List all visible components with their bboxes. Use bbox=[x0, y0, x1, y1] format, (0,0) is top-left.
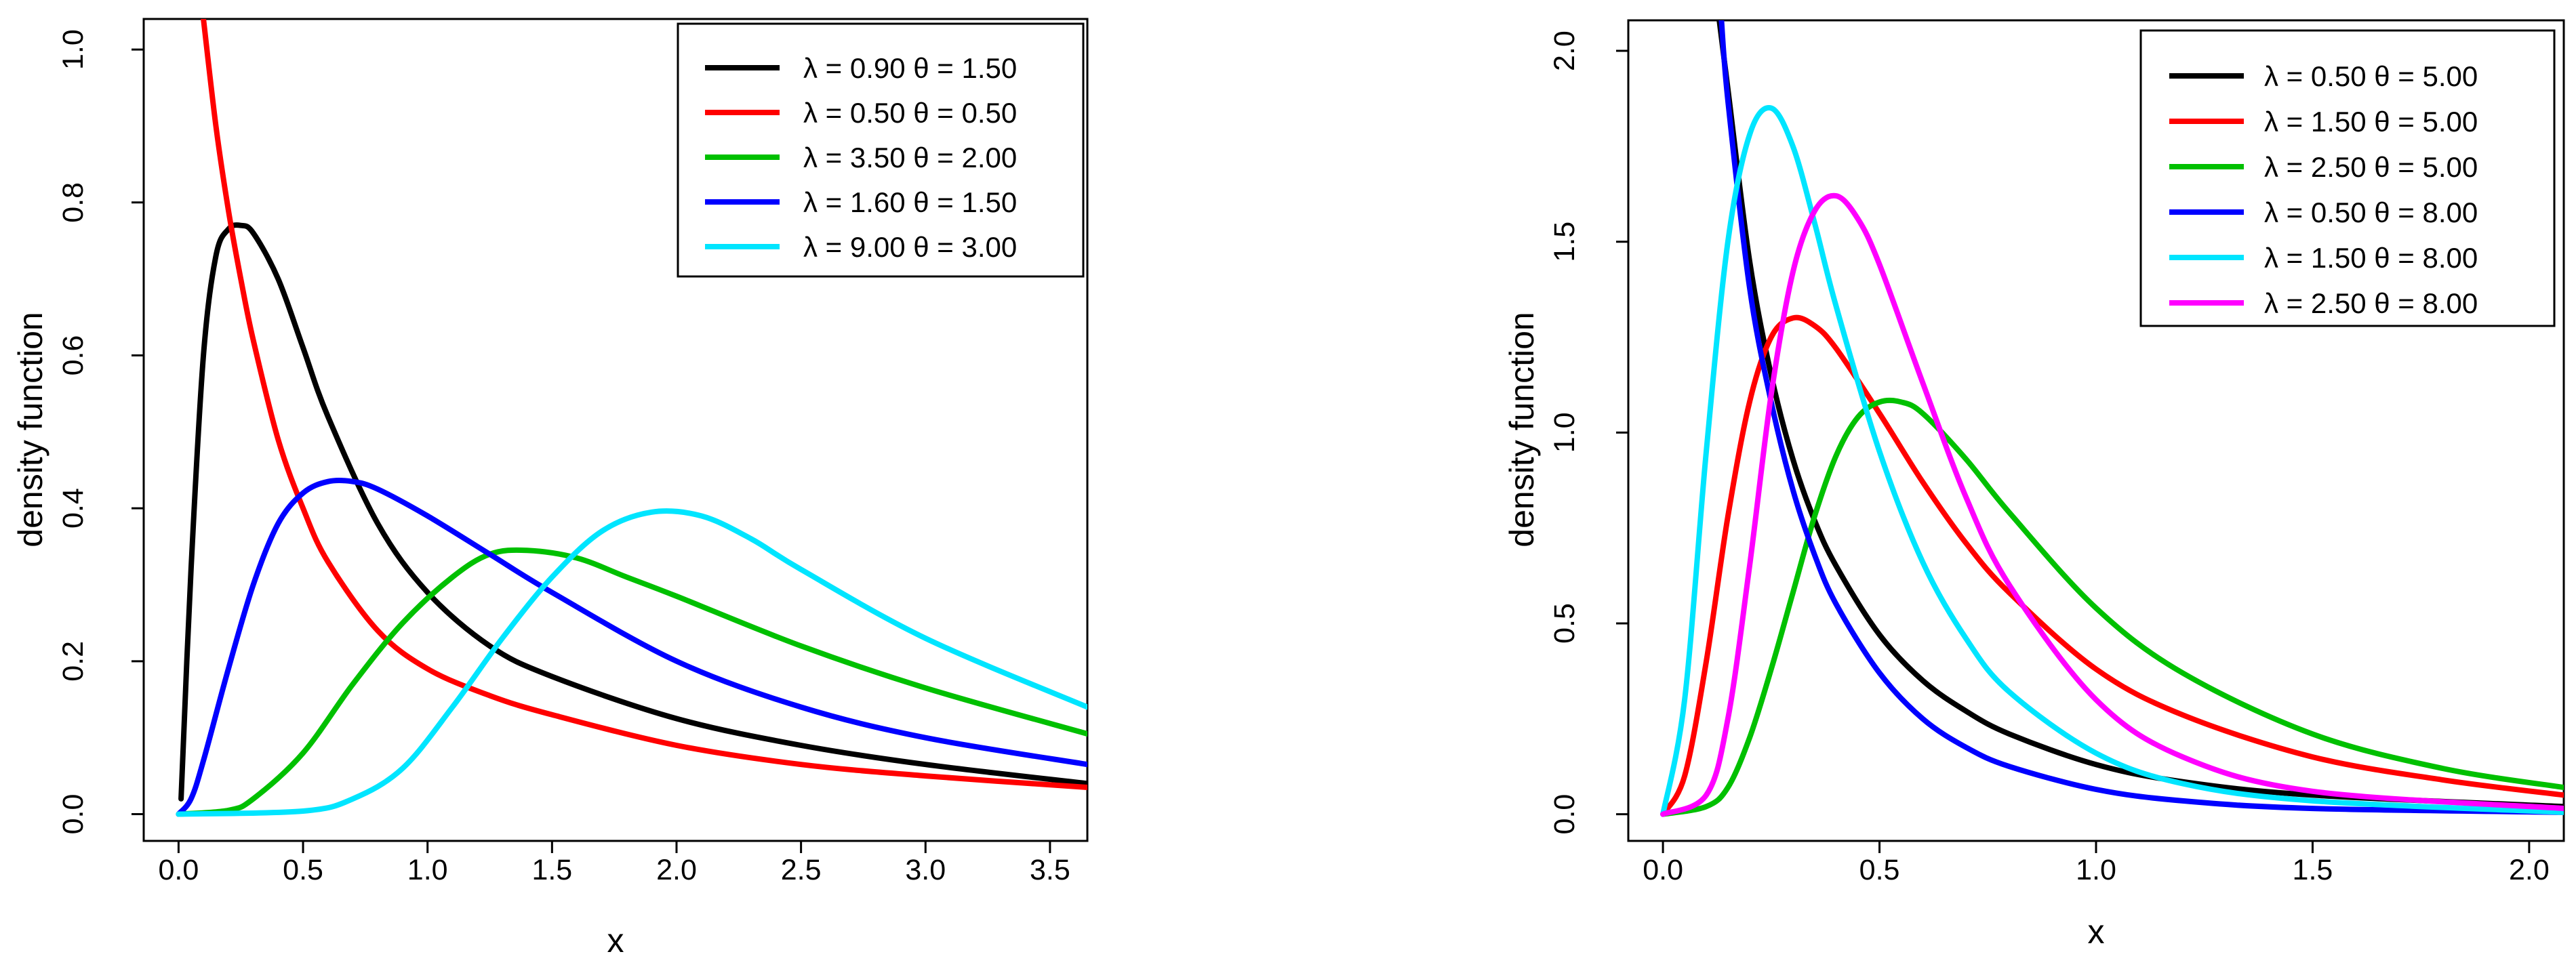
right-y-tick-label: 0.5 bbox=[1548, 603, 1581, 644]
left-y-tick-label: 0.6 bbox=[57, 335, 89, 376]
left-y-tick-label: 0.4 bbox=[57, 488, 89, 529]
left-legend-label: λ = 0.90 θ = 1.50 bbox=[803, 52, 1017, 84]
right-curve-series-1 bbox=[1716, 20, 2564, 810]
right-legend-label: λ = 2.50 θ = 5.00 bbox=[2264, 151, 2478, 183]
right-y-axis-title: density function bbox=[1503, 312, 1541, 547]
right-curves bbox=[1660, 20, 2564, 817]
left-x-tick-label: 3.5 bbox=[1030, 854, 1070, 886]
right-legend-label: λ = 0.50 θ = 5.00 bbox=[2264, 60, 2478, 92]
right-legend: λ = 0.50 θ = 5.00 λ = 1.50 θ = 5.00 λ = 2.… bbox=[2139, 29, 2556, 327]
left-chart-panel: 0.0 0.5 1.0 1.5 2.0 2.5 3.0 3.5 0.0 0.2 0.4 0.6 0.8… bbox=[12, 18, 1089, 959]
right-legend-label: λ = 2.50 θ = 8.00 bbox=[2264, 287, 2478, 319]
left-plot-frame bbox=[142, 18, 1089, 842]
right-y-tick-label: 1.0 bbox=[1548, 412, 1581, 453]
left-curve-series-4 bbox=[176, 477, 1087, 817]
left-y-tick-label: 1.0 bbox=[57, 29, 89, 70]
left-x-tick-label: 3.0 bbox=[905, 854, 946, 886]
left-y-axis-title: density function bbox=[12, 312, 49, 547]
left-x-tick-label: 1.5 bbox=[531, 854, 572, 886]
right-x-tick-label: 1.0 bbox=[2076, 854, 2116, 886]
right-legend-label: λ = 0.50 θ = 8.00 bbox=[2264, 197, 2478, 228]
right-x-tick-label: 0.5 bbox=[1859, 854, 1900, 886]
right-curve-series-3 bbox=[1660, 397, 2564, 817]
left-x-tick-label: 0.0 bbox=[159, 854, 199, 886]
left-x-tick-label: 2.5 bbox=[781, 854, 822, 886]
right-y-axis: 0.0 0.5 1.0 1.5 2.0 bbox=[1548, 30, 1628, 834]
left-x-tick-label: 1.0 bbox=[407, 854, 448, 886]
right-legend-label: λ = 1.50 θ = 8.00 bbox=[2264, 242, 2478, 274]
left-legend: λ = 0.90 θ = 1.50 λ = 0.50 θ = 0.50 λ = 3.… bbox=[677, 22, 1085, 278]
right-legend-label: λ = 1.50 θ = 5.00 bbox=[2264, 106, 2478, 138]
right-curve-series-6 bbox=[1660, 192, 2564, 817]
left-legend-box bbox=[677, 22, 1085, 278]
right-chart-panel: 0.0 0.5 1.0 1.5 2.0 0.0 0.5 1.0 1.5 2.0 x densit… bbox=[1503, 19, 2565, 951]
left-y-axis: 0.0 0.2 0.4 0.6 0.8 1.0 bbox=[57, 29, 144, 834]
left-curve-series-1 bbox=[178, 222, 1087, 802]
left-x-axis: 0.0 0.5 1.0 1.5 2.0 2.5 3.0 3.5 bbox=[159, 841, 1070, 886]
right-x-axis-title: x bbox=[2088, 913, 2105, 951]
left-curve-series-3 bbox=[176, 547, 1087, 817]
right-curve-series-5 bbox=[1660, 105, 2564, 817]
left-y-tick-label: 0.8 bbox=[57, 182, 89, 223]
left-curves bbox=[176, 19, 1087, 817]
left-legend-label: λ = 3.50 θ = 2.00 bbox=[803, 142, 1017, 173]
left-legend-label: λ = 0.50 θ = 0.50 bbox=[803, 97, 1017, 129]
left-x-tick-label: 2.0 bbox=[656, 854, 697, 886]
left-curve-series-5 bbox=[176, 508, 1087, 817]
right-x-tick-label: 0.0 bbox=[1643, 854, 1683, 886]
left-x-tick-label: 0.5 bbox=[283, 854, 323, 886]
right-y-tick-label: 1.5 bbox=[1548, 222, 1581, 262]
right-curve-series-4 bbox=[1718, 20, 2564, 815]
right-legend-box bbox=[2139, 29, 2556, 327]
left-y-tick-label: 0.2 bbox=[57, 641, 89, 682]
right-x-tick-label: 1.5 bbox=[2293, 854, 2333, 886]
left-curve-series-2 bbox=[201, 19, 1087, 790]
right-x-axis: 0.0 0.5 1.0 1.5 2.0 bbox=[1643, 841, 2550, 886]
right-curve-series-2 bbox=[1660, 314, 2564, 817]
left-legend-label: λ = 9.00 θ = 3.00 bbox=[803, 231, 1017, 263]
right-x-tick-label: 2.0 bbox=[2509, 854, 2550, 886]
left-legend-label: λ = 1.60 θ = 1.50 bbox=[803, 186, 1017, 218]
left-y-tick-label: 0.0 bbox=[57, 794, 89, 835]
right-y-tick-label: 0.0 bbox=[1548, 794, 1581, 835]
right-y-tick-label: 2.0 bbox=[1548, 30, 1581, 71]
left-x-axis-title: x bbox=[607, 922, 624, 959]
